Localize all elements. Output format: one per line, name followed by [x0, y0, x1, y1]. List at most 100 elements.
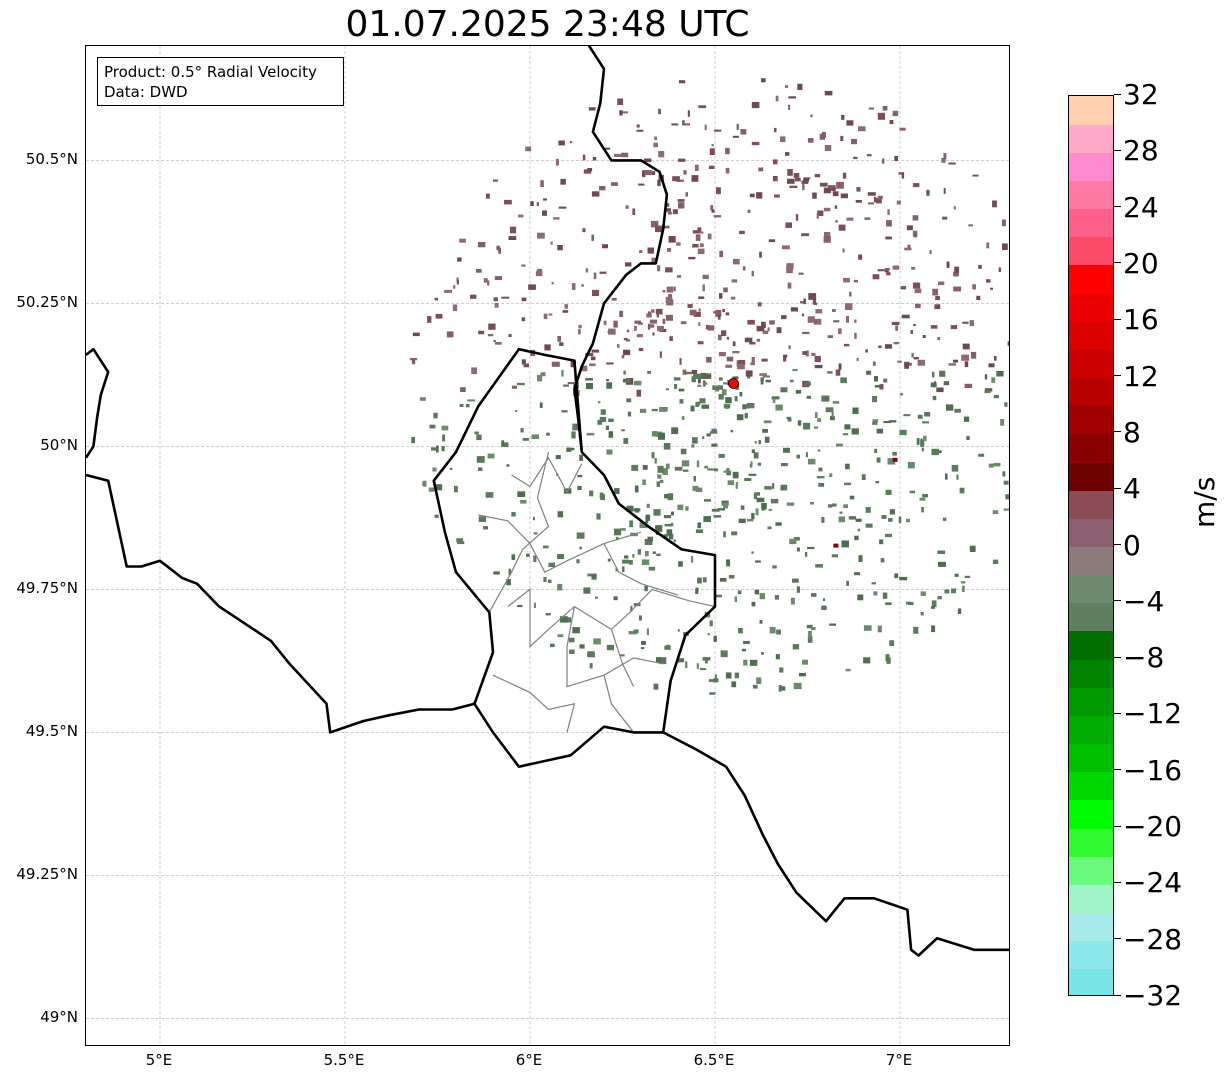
- echo-pixel: [711, 428, 717, 433]
- echo-pixel: [756, 325, 765, 332]
- colorbar-unit-label: m/s: [1188, 476, 1221, 528]
- echo-pixel: [688, 256, 696, 260]
- echo-pixel: [709, 620, 713, 627]
- echo-pixel: [651, 257, 656, 264]
- echo-pixel: [808, 631, 812, 638]
- echo-pixel: [738, 628, 743, 634]
- echo-pixel: [752, 684, 758, 689]
- echo-pixel: [774, 194, 780, 198]
- echo-pixel: [658, 432, 665, 440]
- echo-pixel: [647, 536, 653, 542]
- echo-pixel: [742, 404, 747, 410]
- echo-pixel: [861, 474, 866, 480]
- echo-pixel: [964, 361, 969, 368]
- echo-pixel: [727, 480, 734, 486]
- colorbar-segment: [1069, 405, 1113, 435]
- echo-pixel: [605, 425, 609, 430]
- echo-pixel: [866, 370, 872, 375]
- echo-pixel: [667, 493, 674, 501]
- echo-pixel: [954, 573, 959, 577]
- echo-pixel: [732, 135, 739, 138]
- echo-pixel: [932, 395, 937, 401]
- echo-pixel: [737, 590, 742, 595]
- echo-pixel: [878, 345, 882, 348]
- colorbar-segment: [1069, 799, 1113, 829]
- echo-pixel: [854, 535, 859, 541]
- echo-pixel: [953, 286, 962, 292]
- echo-pixel: [685, 661, 688, 669]
- lat-tick-label: 49.25°N: [16, 865, 78, 884]
- echo-pixel: [649, 319, 658, 324]
- echo-pixel: [937, 337, 941, 341]
- colorbar-tick-label: 24: [1114, 193, 1159, 222]
- echo-pixel: [656, 553, 661, 556]
- echo-pixel: [1001, 219, 1006, 227]
- echo-pixel: [783, 356, 787, 362]
- echo-pixel: [435, 313, 443, 319]
- echo-pixel: [456, 277, 459, 282]
- colorbar-segment: [1069, 180, 1113, 210]
- echo-pixel: [668, 286, 674, 293]
- echo-pixel: [930, 382, 937, 388]
- product-label: Product: 0.5° Radial Velocity: [104, 63, 317, 81]
- echo-pixel: [896, 200, 901, 205]
- echo-pixel: [679, 358, 682, 365]
- map-plot-area[interactable]: [85, 45, 1010, 1046]
- echo-pixel: [597, 419, 603, 425]
- echo-pixel: [606, 449, 613, 455]
- echo-pixel: [885, 267, 890, 271]
- lat-tick-label: 49.75°N: [16, 579, 78, 598]
- echo-pixel: [572, 627, 580, 634]
- echo-pixel: [894, 573, 899, 579]
- echo-pixel: [600, 409, 606, 415]
- echo-pixel: [876, 457, 881, 463]
- echo-pixel: [867, 192, 876, 196]
- echo-pixel: [626, 378, 631, 383]
- echo-pixel: [787, 169, 793, 176]
- echo-pixel: [670, 522, 674, 527]
- echo-pixel: [699, 398, 706, 404]
- echo-pixel: [937, 550, 946, 554]
- echo-pixel: [504, 442, 509, 447]
- echo-pixel: [725, 312, 730, 316]
- echo-pixel: [833, 543, 839, 548]
- echo-pixel: [805, 350, 809, 357]
- colorbar-segment: [1069, 96, 1113, 125]
- echo-pixel: [506, 464, 510, 467]
- echo-pixel: [759, 593, 765, 600]
- echo-pixel: [735, 482, 738, 489]
- echo-pixel: [882, 592, 888, 599]
- echo-pixel: [717, 314, 721, 320]
- echo-pixel: [1005, 494, 1009, 500]
- echo-pixel: [411, 437, 415, 444]
- echo-pixel: [827, 504, 833, 508]
- echo-pixel: [599, 271, 607, 274]
- echo-pixel: [530, 201, 534, 206]
- echo-pixel: [487, 334, 494, 337]
- echo-pixel: [434, 514, 439, 518]
- echo-pixel: [846, 580, 849, 586]
- echo-pixel: [441, 446, 445, 452]
- echo-pixel: [868, 107, 874, 110]
- echo-pixel: [474, 431, 479, 435]
- echo-pixel: [471, 294, 476, 299]
- echo-pixel: [692, 437, 698, 444]
- echo-pixel: [865, 523, 873, 528]
- echo-pixel: [920, 438, 923, 444]
- echo-pixel: [751, 601, 756, 607]
- echo-pixel: [545, 613, 551, 616]
- colorbar-tick-label: −12: [1114, 700, 1182, 728]
- echo-pixel: [457, 541, 465, 545]
- echo-pixel: [835, 220, 838, 223]
- echo-pixel: [865, 349, 868, 353]
- echo-pixel: [697, 248, 705, 255]
- echo-pixel: [713, 215, 722, 218]
- echo-pixel: [798, 272, 804, 275]
- echo-pixel: [496, 245, 500, 251]
- echo-pixel: [685, 371, 692, 375]
- echo-pixel: [795, 390, 802, 394]
- echo-pixel: [787, 418, 792, 422]
- echo-pixel: [755, 508, 759, 516]
- echo-pixel: [630, 605, 633, 612]
- echo-pixel: [682, 369, 687, 375]
